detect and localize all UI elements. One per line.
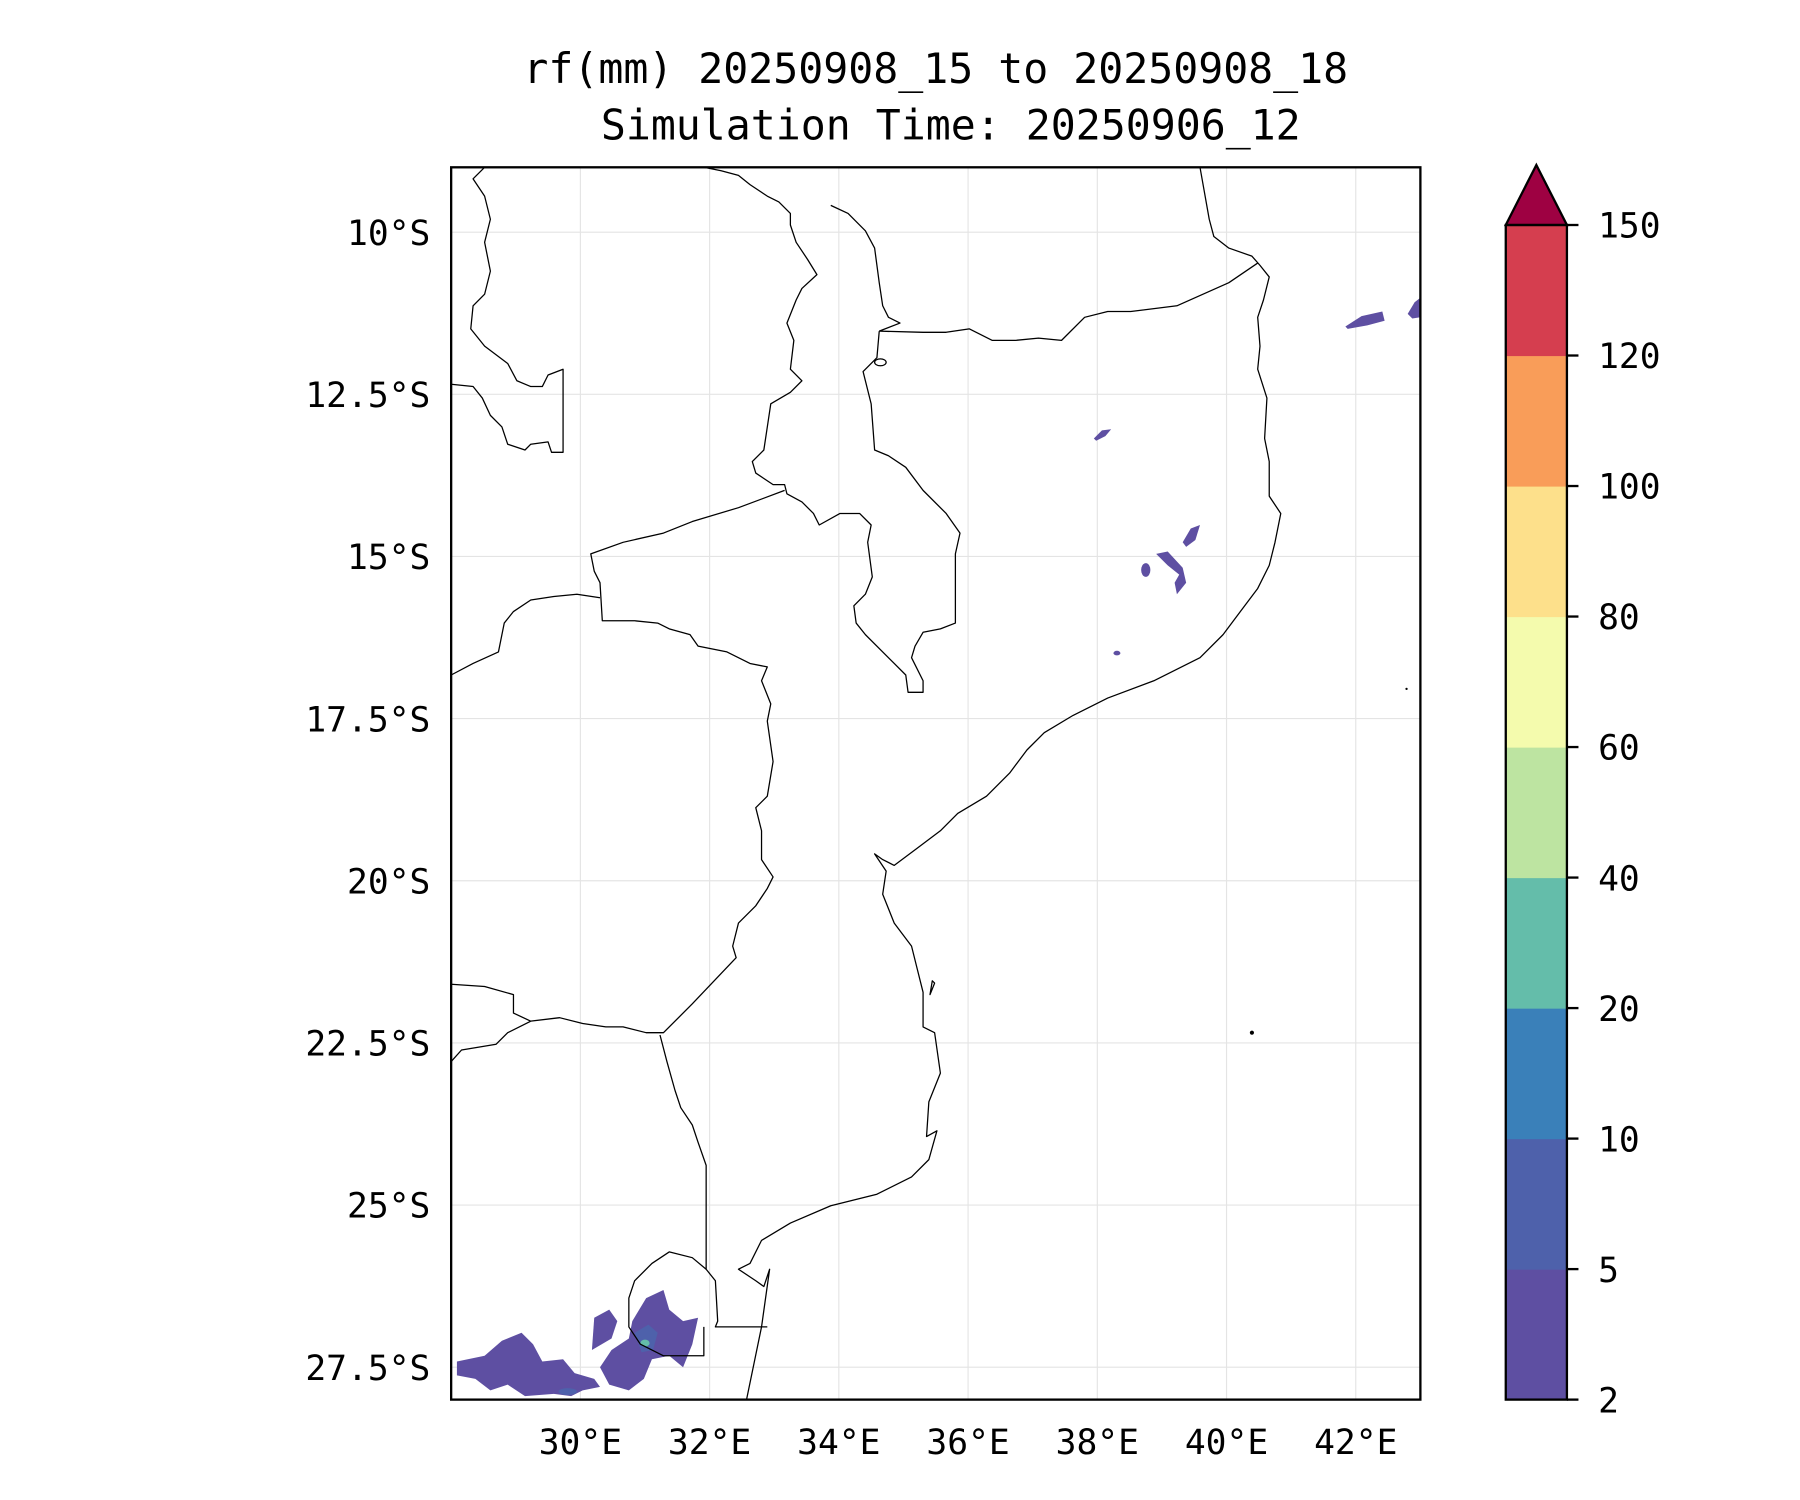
colorbar-segment	[1505, 747, 1567, 879]
chart-title-line1: rf(mm) 20250908_15 to 20250908_18	[523, 44, 1348, 93]
y-tick-label: 15°S	[347, 538, 430, 578]
colorbar-segment	[1505, 1008, 1567, 1140]
colorbar-segment	[1505, 1138, 1567, 1270]
x-tick-label: 34°E	[797, 1423, 880, 1463]
border-botswana-zimbabwe	[451, 983, 532, 1022]
border-zambia-zimbabwe	[450, 593, 601, 676]
gridlines	[451, 167, 1421, 1400]
rain-area-south-3	[591, 1309, 618, 1350]
colorbar-segment	[1505, 355, 1567, 487]
colorbar-frame	[1504, 223, 1569, 1401]
y-tick-label: 22.5°S	[305, 1025, 430, 1065]
colorbar-segment	[1505, 616, 1567, 748]
colorbar: 2 5 10 20 40 60 80 100 120 150	[1503, 162, 1661, 1421]
map-area	[450, 166, 1421, 1400]
x-tick-label: 36°E	[926, 1423, 1009, 1463]
colorbar-segment	[1505, 486, 1567, 618]
map-frame	[450, 166, 1422, 1401]
rain-area-channel	[1345, 311, 1385, 329]
border-zambia-drc	[451, 166, 564, 453]
colorbar-tick-label: 10	[1598, 1120, 1640, 1160]
lake-island	[873, 358, 887, 367]
y-tick-label: 27.5°S	[305, 1349, 430, 1389]
colorbar-tick-label: 40	[1598, 859, 1640, 899]
x-axis-ticks: 30°E 32°E 34°E 36°E 38°E 40°E 42°E	[539, 1423, 1398, 1463]
border-tanzania-mozambique	[879, 262, 1259, 342]
x-tick-label: 38°E	[1056, 1423, 1139, 1463]
island-europa	[1249, 1030, 1254, 1035]
colorbar-extend-arrow	[1503, 162, 1569, 227]
island-juan-de-nova	[1405, 687, 1408, 690]
colorbar-tick-label: 20	[1598, 990, 1640, 1030]
country-borders	[450, 166, 1408, 1400]
rain-area-north-3	[1141, 563, 1151, 577]
y-tick-label: 17.5°S	[305, 700, 430, 740]
x-tick-label: 32°E	[668, 1423, 751, 1463]
colorbar-segment	[1505, 225, 1567, 357]
island-bazaruto	[929, 980, 936, 996]
border-botswana-southafrica	[450, 1020, 532, 1062]
y-tick-label: 20°S	[347, 862, 430, 902]
colorbar-tick-label: 80	[1598, 598, 1640, 638]
x-tick-label: 40°E	[1185, 1423, 1268, 1463]
border-malawi	[703, 166, 961, 693]
rain-area-south	[456, 1332, 600, 1397]
rain-area-north-4	[1093, 429, 1112, 441]
y-tick-label: 25°S	[347, 1187, 430, 1227]
colorbar-tick-label: 150	[1598, 207, 1661, 247]
rain-area-south-4	[558, 1388, 577, 1395]
border-malawi-tanzania	[830, 204, 901, 332]
y-axis-ticks: 10°S 12.5°S 15°S 17.5°S 20°S 22.5°S 25°S 27.5°S	[305, 214, 430, 1389]
colorbar-segment	[1505, 1269, 1567, 1401]
colorbar-tick-label: 100	[1598, 468, 1661, 508]
x-tick-label: 30°E	[539, 1423, 622, 1463]
colorbar-segment	[1505, 877, 1567, 1009]
colorbar-tick-label: 2	[1598, 1381, 1619, 1421]
rain-area-north-1	[1182, 525, 1200, 547]
rain-area-east-edge	[1407, 297, 1421, 319]
rain-area-5-10	[634, 1324, 658, 1353]
y-tick-label: 12.5°S	[305, 376, 430, 416]
coastline-mozambique	[737, 167, 1282, 1400]
colorbar-tick-label: 5	[1598, 1251, 1619, 1291]
border-mozambique-southafrica	[659, 1034, 768, 1328]
colorbar-tick-label: 120	[1598, 337, 1661, 377]
border-zambia-mozambique-zimbabwe	[530, 489, 785, 1034]
colorbar-tick-label: 60	[1598, 729, 1640, 769]
rain-area-north-2	[1156, 551, 1187, 595]
border-eswatini	[628, 1251, 707, 1357]
rain-area-north-5	[1113, 650, 1121, 656]
rainfall-contours	[456, 297, 1421, 1397]
x-tick-label: 42°E	[1314, 1423, 1397, 1463]
chart-title-line2: Simulation Time: 20250906_12	[601, 101, 1301, 150]
y-tick-label: 10°S	[347, 214, 430, 254]
